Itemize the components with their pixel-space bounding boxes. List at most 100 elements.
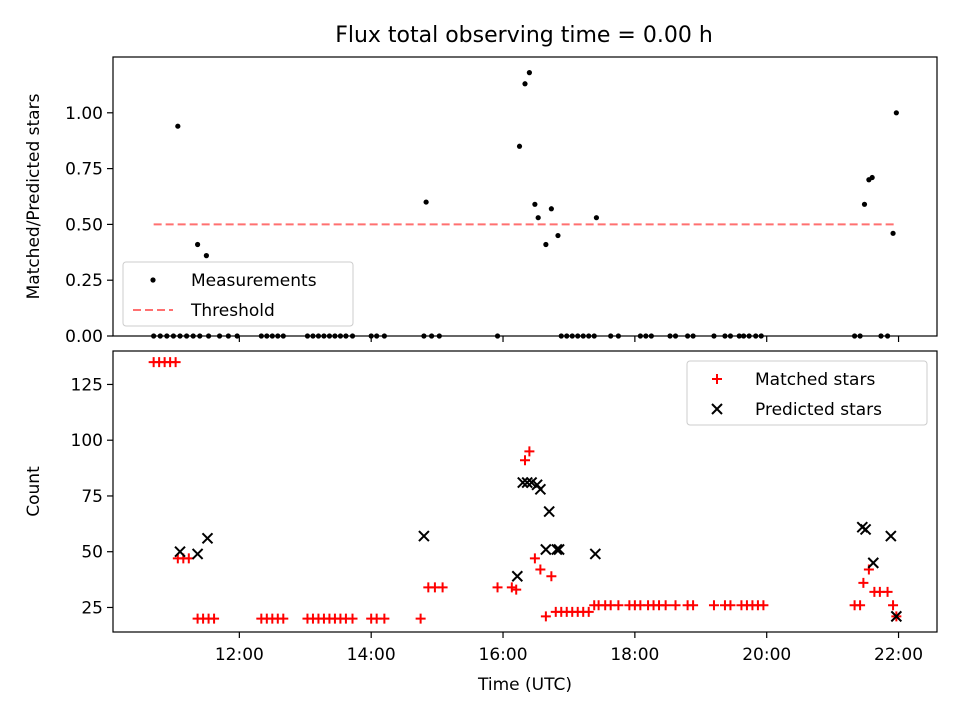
data-point <box>758 333 764 339</box>
legend-marker <box>150 277 156 283</box>
matched-point <box>688 600 699 611</box>
data-point <box>615 333 621 339</box>
data-point <box>727 333 734 339</box>
bottom-panel: 25 50 75 100 125 12:00 14:00 16:00 18:00 20:00 22:… <box>24 350 938 695</box>
matched-point <box>858 577 869 588</box>
data-point <box>516 143 523 149</box>
legend-label: Matched stars <box>755 370 875 390</box>
data-point <box>280 333 286 339</box>
data-point <box>861 201 868 207</box>
data-point <box>575 333 581 339</box>
data-point <box>205 333 212 339</box>
data-point <box>746 333 752 339</box>
data-point <box>736 333 742 339</box>
data-point <box>722 333 728 339</box>
legend-label: Threshold <box>190 301 275 321</box>
x-tick-label: 16:00 <box>479 645 528 665</box>
matched-point <box>546 571 557 582</box>
data-point <box>234 333 240 339</box>
matched-point <box>670 600 681 611</box>
data-point <box>522 81 528 87</box>
matched-point <box>492 582 503 593</box>
legend-box <box>122 261 354 327</box>
x-tick-label: 22:00 <box>874 645 923 665</box>
data-point <box>216 333 223 339</box>
data-point <box>429 333 435 339</box>
chart-title: Flux total observing time = 0.00 h <box>335 23 713 48</box>
matched-point <box>725 600 736 611</box>
data-point <box>310 333 316 339</box>
data-point <box>637 333 643 339</box>
data-point <box>374 333 380 339</box>
data-point <box>543 241 549 248</box>
data-point <box>711 333 717 339</box>
matched-point <box>708 600 719 611</box>
predicted-point <box>885 530 897 542</box>
y-tick-label: 1.00 <box>65 104 103 124</box>
matched-point <box>506 582 517 593</box>
data-point <box>564 333 570 339</box>
data-point <box>269 333 275 339</box>
matched-point <box>888 600 899 611</box>
predicted-point <box>517 476 529 489</box>
data-point <box>368 333 374 339</box>
legend-box <box>686 360 928 426</box>
data-point <box>893 110 899 116</box>
data-point <box>264 333 270 339</box>
data-point <box>586 333 592 339</box>
data-point <box>667 333 673 339</box>
data-point <box>535 215 541 221</box>
data-point <box>685 333 691 339</box>
data-point <box>203 253 209 259</box>
matched-point <box>583 606 594 617</box>
data-point <box>569 333 575 339</box>
data-point <box>648 333 654 339</box>
data-point <box>184 333 190 339</box>
data-point <box>343 333 349 339</box>
x-tick-label: 14:00 <box>347 645 396 665</box>
data-point <box>608 333 614 339</box>
matched-point <box>529 553 540 564</box>
data-point <box>326 333 333 339</box>
matched-point <box>347 613 358 624</box>
matched-point <box>660 600 671 611</box>
data-point <box>349 333 356 339</box>
data-point <box>225 333 231 339</box>
predicted-point <box>521 476 533 489</box>
data-point <box>315 333 322 339</box>
matched-point <box>511 584 522 595</box>
predicted-point <box>859 523 872 536</box>
matched-point <box>758 600 769 611</box>
y-tick-label: 0.00 <box>65 327 103 347</box>
data-point <box>381 333 387 339</box>
data-point <box>304 333 311 339</box>
data-point <box>337 333 344 339</box>
legend-label: Predicted stars <box>755 400 882 420</box>
predicted-point <box>867 557 879 569</box>
matched-point <box>524 446 535 457</box>
data-point <box>436 333 442 339</box>
data-point <box>580 333 586 339</box>
data-point <box>197 333 203 339</box>
data-point <box>857 333 863 339</box>
data-point <box>878 333 884 339</box>
y-tick-label: 75 <box>81 487 103 507</box>
x-tick-label: 12:00 <box>215 645 264 665</box>
matched-point <box>415 613 426 624</box>
plot-area <box>151 70 899 339</box>
predicted-point <box>201 532 214 545</box>
data-point <box>423 199 429 205</box>
data-point <box>190 333 196 339</box>
matched-point <box>520 455 530 466</box>
predicted-point <box>553 543 565 556</box>
predicted-point <box>511 570 524 582</box>
data-point <box>593 215 600 221</box>
matched-point <box>855 600 866 611</box>
y-tick-label: 0.25 <box>65 271 103 291</box>
matched-point <box>209 613 220 624</box>
matched-point <box>535 564 546 575</box>
matched-point <box>540 611 551 622</box>
data-point <box>175 123 181 129</box>
legend: Measurements Threshold <box>122 261 354 327</box>
